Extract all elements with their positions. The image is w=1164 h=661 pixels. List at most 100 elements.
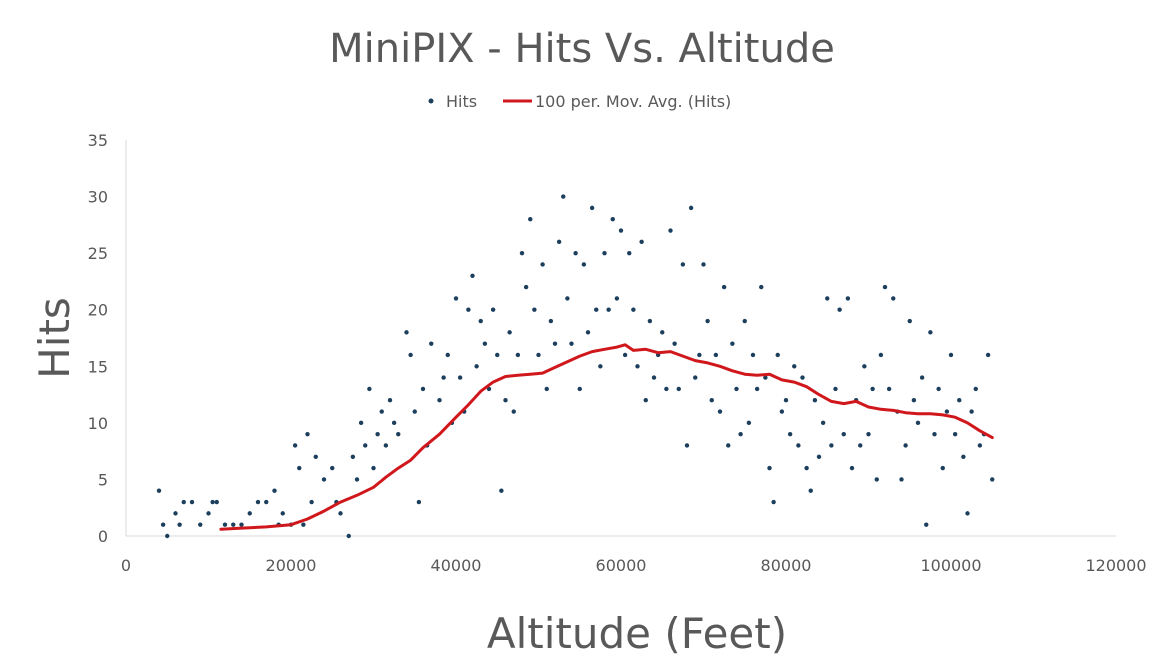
- hits-data-point: [977, 443, 983, 448]
- hits-data-point: [387, 398, 393, 403]
- hits-data-point: [309, 499, 314, 505]
- hits-data-point: [672, 341, 677, 346]
- hits-data-point: [346, 533, 351, 539]
- hits-data-point: [627, 250, 632, 256]
- hits-scatter-series: [156, 194, 995, 539]
- hits-data-point: [379, 409, 384, 414]
- hits-data-point: [639, 239, 644, 245]
- moving-average-line: [219, 343, 994, 531]
- hits-data-point: [816, 454, 822, 459]
- hits-data-point: [957, 398, 962, 403]
- hits-data-point: [841, 431, 846, 437]
- x-tick-label: 40000: [431, 556, 482, 575]
- y-tick-label: 5: [98, 470, 108, 489]
- hits-data-point: [247, 511, 252, 516]
- hits-data-point: [474, 364, 479, 369]
- hits-data-point: [726, 443, 731, 448]
- hits-data-point: [371, 465, 376, 471]
- hits-data-point: [734, 386, 739, 392]
- legend: Hits 100 per. Mov. Avg. (Hits): [428, 92, 731, 111]
- hits-data-point: [404, 330, 409, 335]
- hits-data-point: [622, 352, 628, 358]
- hits-data-point: [759, 284, 764, 290]
- hits-data-point: [849, 465, 855, 471]
- y-tick-label: 0: [98, 527, 108, 546]
- chart-title: MiniPIX - Hits Vs. Altitude: [329, 26, 835, 72]
- hits-data-point: [222, 522, 228, 527]
- hits-data-point: [907, 318, 912, 324]
- hits-data-point: [301, 522, 306, 527]
- hits-data-point: [264, 499, 269, 505]
- hits-data-point: [915, 420, 921, 426]
- hits-data-point: [952, 431, 958, 437]
- hits-data-point: [173, 511, 178, 516]
- hits-data-point: [515, 352, 521, 358]
- hits-data-point: [944, 409, 950, 414]
- hits-data-point: [985, 352, 991, 358]
- hits-data-point: [664, 386, 669, 392]
- hits-data-point: [820, 420, 826, 426]
- hits-data-point: [490, 307, 496, 312]
- hits-data-point: [206, 511, 211, 516]
- hits-data-point: [383, 443, 389, 448]
- hits-data-point: [231, 522, 236, 527]
- hits-data-point: [581, 262, 587, 267]
- hits-data-point: [767, 465, 772, 471]
- hits-data-point: [771, 499, 776, 505]
- hits-data-point: [569, 341, 574, 346]
- hits-data-point: [965, 511, 970, 516]
- hits-data-point: [416, 499, 422, 505]
- y-tick-label: 20: [88, 301, 108, 320]
- plot-area: 0 5 10 15 20 25 30 35 0 20000 40000 60000 80000 1000…: [88, 131, 1147, 575]
- hits-data-point: [829, 443, 834, 448]
- hits-data-point: [552, 341, 558, 346]
- hits-data-point: [705, 318, 710, 324]
- hits-data-point: [556, 239, 562, 245]
- hits-data-point: [420, 386, 426, 392]
- x-tick-labels: 0 20000 40000 60000 80000 100000 120000: [121, 556, 1147, 575]
- hits-data-point: [330, 465, 335, 471]
- hits-data-point: [305, 431, 310, 437]
- hits-data-point: [363, 443, 368, 448]
- hits-data-point: [936, 386, 941, 392]
- hits-data-point: [598, 364, 603, 369]
- hits-data-point: [717, 409, 723, 414]
- hits-data-point: [878, 352, 884, 358]
- hits-data-point: [858, 443, 863, 448]
- hits-data-point: [594, 307, 599, 312]
- y-tick-label: 15: [88, 357, 108, 376]
- hits-data-point: [429, 341, 434, 346]
- x-tick-label: 100000: [920, 556, 981, 575]
- hits-data-point: [548, 318, 554, 324]
- hits-data-point: [746, 420, 752, 426]
- hits-data-point: [437, 398, 442, 403]
- hits-data-point: [523, 284, 529, 290]
- hits-data-point: [338, 511, 343, 516]
- hits-data-point: [210, 499, 215, 505]
- hits-data-point: [899, 477, 904, 482]
- hits-data-point: [647, 318, 653, 324]
- hits-data-point: [528, 217, 533, 222]
- hits-data-point: [808, 488, 813, 493]
- hits-data-point: [375, 431, 380, 437]
- hits-data-point: [651, 375, 657, 380]
- legend-moving-average-label: 100 per. Mov. Avg. (Hits): [535, 92, 731, 111]
- hits-data-point: [214, 499, 219, 505]
- x-axis-title: Altitude (Feet): [487, 609, 787, 658]
- hits-data-point: [354, 477, 360, 482]
- hits-data-point: [272, 488, 277, 493]
- hits-data-point: [812, 398, 818, 403]
- hits-data-point: [742, 318, 747, 324]
- hits-data-point: [643, 398, 648, 403]
- hits-data-point: [709, 398, 714, 403]
- hits-data-point: [511, 409, 516, 414]
- hits-data-point: [668, 228, 673, 233]
- hits-data-point: [948, 352, 954, 358]
- hits-data-point: [478, 318, 483, 324]
- hits-data-point: [441, 375, 446, 380]
- hits-data-point: [940, 465, 945, 471]
- hits-data-point: [519, 250, 525, 256]
- hits-data-point: [239, 522, 244, 527]
- hits-data-point: [297, 465, 302, 471]
- x-tick-label: 20000: [266, 556, 317, 575]
